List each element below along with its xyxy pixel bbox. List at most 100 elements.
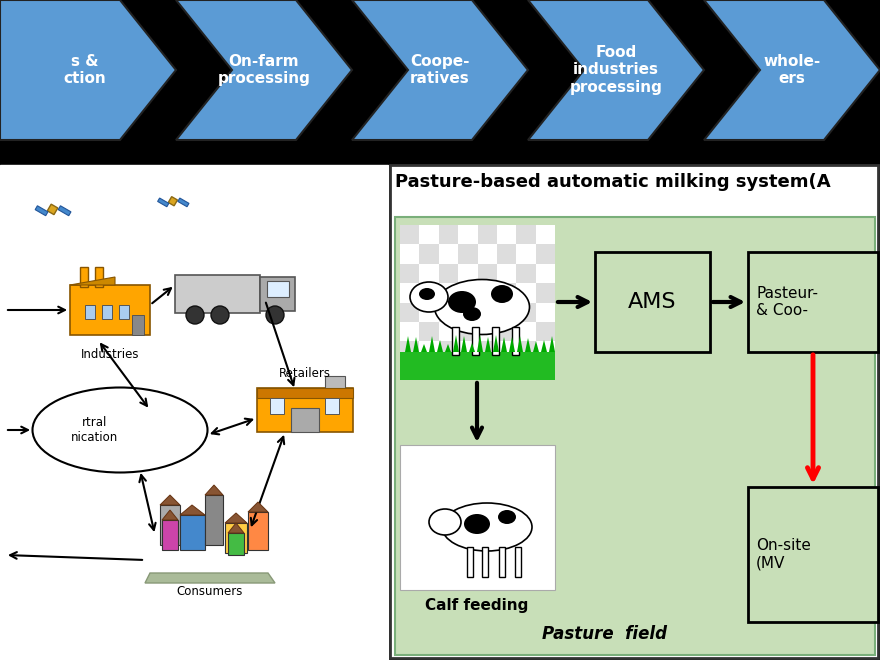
Polygon shape bbox=[485, 339, 491, 352]
Bar bbox=[395, 217, 875, 655]
Bar bbox=[439, 225, 458, 244]
Polygon shape bbox=[248, 502, 268, 512]
Text: Calf feeding: Calf feeding bbox=[425, 598, 529, 613]
Polygon shape bbox=[352, 0, 528, 140]
Bar bbox=[175, 275, 260, 313]
Polygon shape bbox=[421, 336, 427, 352]
Ellipse shape bbox=[429, 509, 461, 535]
Bar bbox=[439, 322, 458, 341]
Bar bbox=[257, 388, 353, 398]
Ellipse shape bbox=[442, 503, 532, 551]
Bar bbox=[497, 360, 517, 380]
Polygon shape bbox=[533, 343, 539, 352]
Bar bbox=[472, 327, 479, 355]
Polygon shape bbox=[541, 337, 547, 352]
Bar bbox=[291, 408, 319, 432]
Bar bbox=[0, 165, 388, 660]
Bar bbox=[595, 252, 710, 352]
Bar bbox=[400, 225, 420, 244]
Bar bbox=[497, 341, 517, 360]
Bar bbox=[58, 206, 71, 216]
Bar bbox=[439, 302, 458, 322]
Bar bbox=[400, 283, 420, 302]
Bar bbox=[420, 264, 439, 283]
Bar bbox=[119, 305, 129, 319]
Bar bbox=[180, 515, 205, 550]
Bar bbox=[400, 445, 555, 590]
Polygon shape bbox=[205, 485, 223, 495]
Text: Industries: Industries bbox=[81, 348, 139, 361]
Bar bbox=[458, 264, 478, 283]
Bar bbox=[458, 302, 478, 322]
Text: On-site
(MV: On-site (MV bbox=[756, 539, 810, 571]
Bar bbox=[420, 341, 439, 360]
Bar bbox=[248, 512, 268, 550]
Polygon shape bbox=[469, 342, 475, 352]
Bar bbox=[400, 352, 555, 380]
Bar bbox=[439, 283, 458, 302]
Bar bbox=[420, 302, 439, 322]
Polygon shape bbox=[501, 341, 507, 352]
Bar bbox=[80, 267, 88, 287]
Bar bbox=[257, 388, 353, 432]
Bar bbox=[228, 533, 244, 555]
Bar bbox=[497, 322, 517, 341]
Ellipse shape bbox=[498, 510, 516, 524]
Ellipse shape bbox=[435, 279, 530, 335]
Bar bbox=[48, 204, 58, 214]
Ellipse shape bbox=[463, 307, 481, 321]
Ellipse shape bbox=[448, 291, 476, 313]
Bar bbox=[497, 264, 517, 283]
Polygon shape bbox=[429, 336, 435, 352]
Bar bbox=[439, 244, 458, 264]
Bar bbox=[536, 322, 555, 341]
Bar bbox=[458, 283, 478, 302]
Polygon shape bbox=[525, 340, 531, 352]
Ellipse shape bbox=[464, 514, 490, 534]
Bar bbox=[458, 360, 478, 380]
Bar bbox=[458, 341, 478, 360]
Ellipse shape bbox=[491, 285, 513, 303]
Bar bbox=[178, 198, 189, 207]
Polygon shape bbox=[477, 339, 483, 352]
Text: On-farm
processing: On-farm processing bbox=[217, 54, 311, 86]
Polygon shape bbox=[517, 340, 523, 352]
Bar bbox=[517, 225, 536, 244]
Bar bbox=[458, 225, 478, 244]
Bar bbox=[748, 252, 878, 352]
Bar bbox=[270, 398, 284, 414]
Polygon shape bbox=[0, 0, 176, 140]
Bar bbox=[478, 225, 497, 244]
Polygon shape bbox=[228, 523, 244, 533]
Polygon shape bbox=[528, 0, 704, 140]
Bar bbox=[492, 327, 499, 355]
Bar bbox=[205, 495, 223, 545]
Bar bbox=[400, 322, 420, 341]
Bar bbox=[260, 277, 295, 311]
Ellipse shape bbox=[410, 282, 448, 312]
Bar bbox=[478, 244, 497, 264]
Bar bbox=[420, 360, 439, 380]
Bar bbox=[515, 547, 521, 577]
Text: Pasture  field: Pasture field bbox=[542, 625, 668, 643]
Bar bbox=[400, 341, 420, 360]
Bar bbox=[102, 305, 112, 319]
Bar bbox=[325, 376, 345, 390]
Bar bbox=[517, 341, 536, 360]
Bar bbox=[478, 302, 497, 322]
Bar bbox=[497, 302, 517, 322]
Polygon shape bbox=[160, 495, 180, 505]
Bar bbox=[420, 322, 439, 341]
Bar bbox=[517, 360, 536, 380]
Bar bbox=[420, 225, 439, 244]
Polygon shape bbox=[70, 277, 115, 285]
Bar bbox=[517, 302, 536, 322]
Bar bbox=[478, 360, 497, 380]
Bar bbox=[162, 520, 178, 550]
Polygon shape bbox=[704, 0, 880, 140]
Polygon shape bbox=[461, 340, 467, 352]
Bar bbox=[267, 281, 289, 297]
Bar bbox=[536, 225, 555, 244]
Bar bbox=[536, 302, 555, 322]
Bar bbox=[536, 264, 555, 283]
